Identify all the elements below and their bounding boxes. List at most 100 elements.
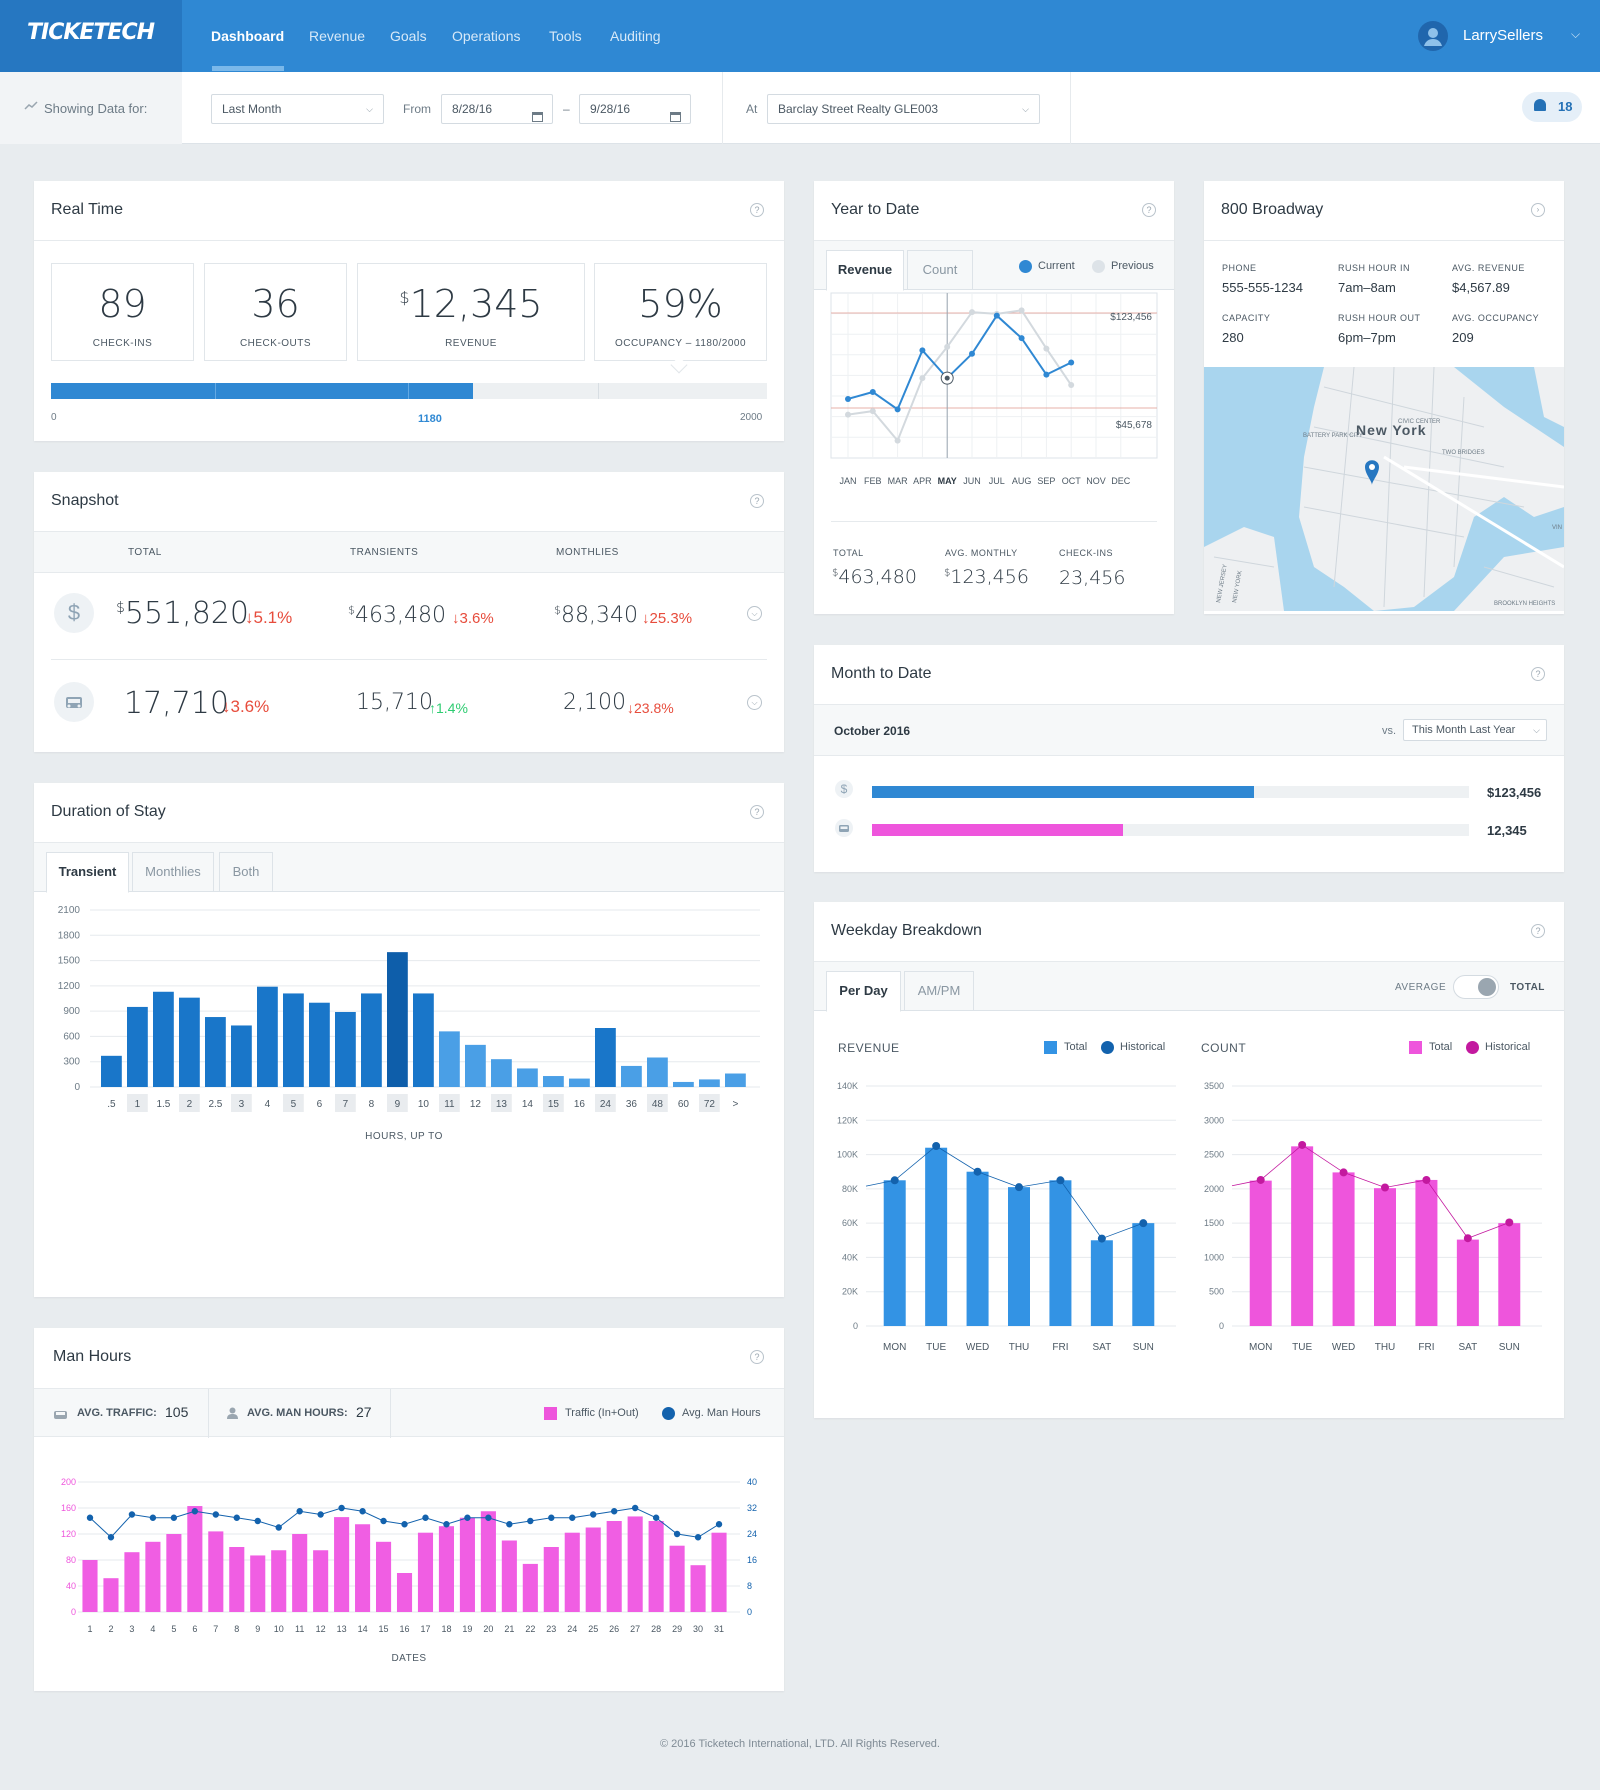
location-map[interactable]: New York BATTERY PARK CITY CIVIC CENTER … xyxy=(1204,367,1564,611)
y-tick-label: 2500 xyxy=(1204,1150,1224,1160)
kpi-value: 89 xyxy=(98,282,147,326)
previous-point xyxy=(869,408,876,415)
bell-icon[interactable] xyxy=(1534,99,1546,111)
bar xyxy=(387,952,408,1087)
nav-revenue[interactable]: Revenue xyxy=(309,28,366,44)
historical-point xyxy=(1139,1219,1148,1228)
hours-point xyxy=(506,1521,513,1528)
compare-select[interactable]: This Month Last Year ⌵ xyxy=(1403,719,1547,741)
user-avatar-icon[interactable] xyxy=(1418,21,1448,51)
tab-both[interactable]: Both xyxy=(219,852,273,892)
toggle-left-label: AVERAGE xyxy=(1395,982,1447,993)
tick-bg xyxy=(127,1094,148,1112)
chevron-down-icon[interactable]: ⌵ xyxy=(1571,27,1581,41)
y-tick-label: 120 xyxy=(61,1529,76,1539)
kpi-value: $12,345 xyxy=(358,282,584,326)
help-icon[interactable]: ? xyxy=(1142,203,1156,217)
mtd-revenue-fill xyxy=(872,786,1255,798)
stat-label: CHECK-INS xyxy=(1059,548,1114,558)
y-tick-label: $45,678 xyxy=(1116,420,1153,431)
hours-point xyxy=(191,1508,199,1515)
map-drawing: New York BATTERY PARK CITY CIVIC CENTER … xyxy=(1204,367,1564,611)
hours-point xyxy=(212,1511,220,1518)
expand-chevron-icon[interactable]: ⌵ xyxy=(747,695,762,710)
y-tick-label: 500 xyxy=(1209,1287,1224,1297)
previous-point xyxy=(969,309,975,316)
user-name[interactable]: LarrySellers xyxy=(1463,27,1544,44)
nav-operations[interactable]: Operations xyxy=(452,28,521,44)
expand-chevron-icon[interactable]: ⌵ xyxy=(747,606,762,621)
delta-down: ↓3.6% xyxy=(452,610,494,627)
chevron-right-icon[interactable]: › xyxy=(1531,203,1545,217)
nav-dashboard[interactable]: Dashboard xyxy=(211,28,285,44)
bar-value-label: 1180 xyxy=(418,413,442,425)
current-point xyxy=(993,312,1000,319)
hours-point xyxy=(527,1517,534,1525)
tab-monthlies[interactable]: Monthlies xyxy=(132,852,214,892)
map-label: BATTERY PARK CITY xyxy=(1303,433,1363,439)
logo[interactable]: TICKETECH xyxy=(27,20,155,45)
legend-label: Previous xyxy=(1111,260,1154,272)
date-range-dash: – xyxy=(563,102,570,116)
help-icon[interactable]: ? xyxy=(750,203,764,217)
tab-count[interactable]: Count xyxy=(907,250,973,290)
bar xyxy=(564,1532,580,1612)
legend-label: Total xyxy=(1429,1041,1453,1053)
tab-am-pm[interactable]: AM/PM xyxy=(904,971,974,1011)
bar xyxy=(569,1078,590,1087)
card-title: Duration of Stay xyxy=(51,803,166,820)
current-point xyxy=(1018,335,1025,342)
y-tick-label: 60K xyxy=(842,1218,858,1228)
info-label: AVG. REVENUE xyxy=(1452,263,1525,273)
historical-point xyxy=(1256,1175,1265,1184)
hours-point xyxy=(380,1517,387,1525)
tick-bg xyxy=(387,1094,408,1112)
logo-area[interactable]: TICKETECH xyxy=(0,0,182,72)
help-icon[interactable]: ? xyxy=(1531,667,1545,681)
x-tick-label: FRI xyxy=(1418,1342,1434,1353)
x-tick-label: 20 xyxy=(483,1624,493,1634)
hours-point xyxy=(170,1514,178,1521)
tab-revenue[interactable]: Revenue xyxy=(826,250,904,291)
from-date-value: 8/28/16 xyxy=(452,102,493,116)
y-tick-label: 0 xyxy=(1219,1321,1224,1331)
hours-point xyxy=(715,1521,723,1528)
bar xyxy=(396,1573,413,1612)
y-tick-label: 2100 xyxy=(58,905,81,916)
period-select[interactable]: Last Month ⌵ xyxy=(211,94,384,124)
duration-card: Duration of Stay ? Transient Monthlies B… xyxy=(34,783,784,1297)
x-axis-label: HOURS, UP TO xyxy=(365,1131,443,1142)
nav-auditing[interactable]: Auditing xyxy=(610,28,661,44)
mtd-revenue-track xyxy=(872,786,1469,798)
bar xyxy=(595,1028,616,1087)
help-icon[interactable]: ? xyxy=(750,1350,764,1364)
map-label: TWO BRIDGES xyxy=(1442,450,1485,456)
location-select[interactable]: Barclay Street Realty GLE003 ⌵ xyxy=(767,94,1040,124)
to-date-input[interactable]: 9/28/16 xyxy=(579,94,691,124)
tab-transient[interactable]: Transient xyxy=(46,852,129,893)
nav-goals[interactable]: Goals xyxy=(390,28,427,44)
x-tick-label: 8 xyxy=(234,1624,239,1634)
nav-tools[interactable]: Tools xyxy=(549,28,582,44)
x-tick-label: SAT xyxy=(1458,1342,1477,1353)
y2-tick-label: 40 xyxy=(747,1477,757,1487)
help-icon[interactable]: ? xyxy=(750,805,764,819)
previous-point xyxy=(1043,345,1050,352)
from-date-input[interactable]: 8/28/16 xyxy=(441,94,553,124)
kpi-checkouts: 36 CHECK-OUTS xyxy=(204,263,347,361)
help-icon[interactable]: ? xyxy=(1531,924,1545,938)
info-phone: 555-555-1234 xyxy=(1222,280,1303,295)
tick-bg xyxy=(699,1094,720,1112)
current-point xyxy=(845,395,851,402)
x-tick-label: 2.5 xyxy=(208,1099,222,1110)
hours-point xyxy=(86,1514,94,1521)
average-total-toggle[interactable] xyxy=(1453,975,1499,999)
car-icon xyxy=(835,819,853,837)
notifications-button[interactable]: 18 xyxy=(1522,92,1582,122)
stat-checkins: 23,456 xyxy=(1059,567,1126,589)
tab-per-day[interactable]: Per Day xyxy=(826,971,901,1012)
dollar-icon: $ xyxy=(54,593,94,633)
tick-bg xyxy=(439,1094,460,1112)
hours-point xyxy=(464,1514,471,1521)
help-icon[interactable]: ? xyxy=(750,494,764,508)
